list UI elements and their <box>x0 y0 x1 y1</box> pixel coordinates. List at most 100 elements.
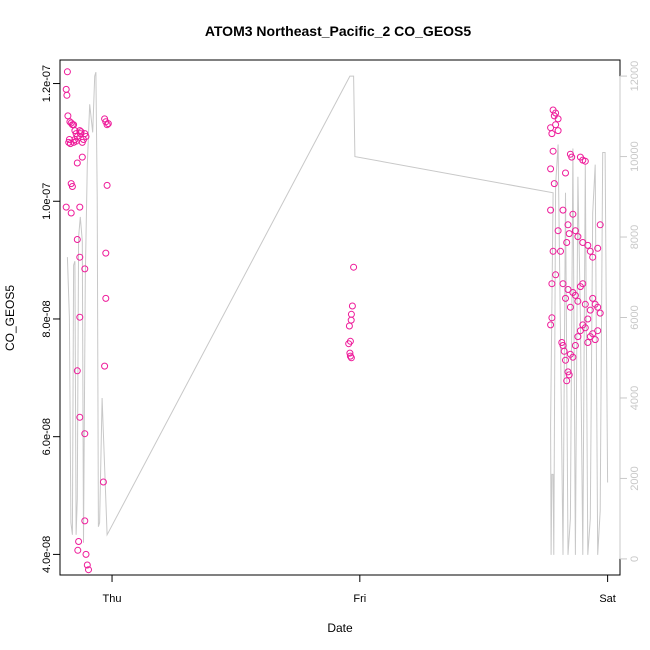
y2-axis-tick-label: 4000 <box>629 386 641 410</box>
x-axis-tick-label: Fri <box>353 593 366 605</box>
data-point <box>591 336 599 344</box>
data-point <box>571 291 579 299</box>
data-point <box>547 206 555 214</box>
data-point <box>554 227 562 235</box>
y-axis-tick-label: 1.2e-07 <box>41 65 53 102</box>
data-point <box>589 294 597 302</box>
data-point <box>102 294 110 302</box>
data-point <box>586 306 594 314</box>
data-point <box>571 227 579 235</box>
y2-axis-tick-label: 8000 <box>629 225 641 249</box>
data-point <box>73 236 81 243</box>
co-point-series <box>62 68 604 574</box>
data-point <box>101 362 109 370</box>
data-point <box>65 138 73 146</box>
data-point <box>103 121 111 129</box>
data-point <box>347 354 355 362</box>
data-point <box>571 342 579 349</box>
data-point <box>346 349 354 357</box>
data-point <box>347 316 355 324</box>
data-point <box>547 165 555 173</box>
data-point <box>586 247 594 255</box>
co-line-path <box>66 71 609 555</box>
data-point <box>81 517 89 525</box>
data-point <box>548 280 556 288</box>
plot-frame <box>59 59 621 576</box>
data-point <box>594 244 602 252</box>
x-axis-tick-label: Sat <box>599 593 616 605</box>
y-axis-tick-label: 4.0e-08 <box>41 536 53 573</box>
data-point <box>560 347 568 355</box>
data-point <box>102 249 110 257</box>
data-point <box>62 85 70 93</box>
data-point <box>574 297 582 305</box>
data-point <box>548 314 556 322</box>
data-point <box>569 353 577 361</box>
co-line-series <box>66 71 609 555</box>
y-axis-tick-label: 1.0e-07 <box>41 183 53 220</box>
y-axis-label: CO_GEOS5 <box>3 285 17 351</box>
data-point <box>550 180 558 188</box>
data-point <box>78 153 86 161</box>
data-point <box>104 120 112 128</box>
data-point <box>554 115 562 123</box>
data-point <box>565 230 573 238</box>
data-point <box>554 127 562 135</box>
data-point <box>348 302 356 310</box>
data-point <box>62 203 70 211</box>
data-point <box>85 566 92 574</box>
data-point <box>565 371 573 379</box>
data-point <box>568 153 576 161</box>
data-point <box>345 322 353 330</box>
data-point <box>589 253 597 261</box>
data-point <box>596 309 604 317</box>
data-point <box>73 159 81 167</box>
data-point <box>557 247 564 255</box>
data-point <box>559 206 567 214</box>
data-point <box>562 356 569 364</box>
data-point <box>566 303 574 311</box>
data-point <box>81 265 89 273</box>
data-point <box>350 263 358 271</box>
data-point <box>594 327 602 335</box>
data-point <box>552 271 560 279</box>
data-point <box>548 130 556 138</box>
data-point <box>581 324 589 332</box>
data-point <box>574 233 582 241</box>
data-point <box>66 140 74 148</box>
y2-axis-tick-label: 10000 <box>629 141 641 172</box>
x-axis-label: Date <box>327 621 353 635</box>
data-point <box>584 339 592 346</box>
chart-title: ATOM3 Northeast_Pacific_2 CO_GEOS5 <box>205 23 472 39</box>
data-point <box>574 333 582 341</box>
data-point <box>99 478 107 486</box>
data-point <box>549 147 557 155</box>
data-point <box>67 209 75 217</box>
data-point <box>589 330 597 338</box>
data-point <box>76 313 84 321</box>
y-axis-tick-label: 6.0e-08 <box>41 418 53 455</box>
data-point <box>74 546 82 554</box>
y2-axis-tick-label: 12000 <box>629 61 641 92</box>
data-point <box>77 128 85 136</box>
data-point <box>347 310 355 318</box>
data-point <box>558 339 566 346</box>
data-point <box>569 210 577 218</box>
data-point <box>594 303 602 311</box>
data-point <box>103 181 111 189</box>
data-point <box>596 221 604 229</box>
data-point <box>563 239 571 246</box>
x-axis-tick-label: Thu <box>103 593 122 605</box>
data-point <box>581 157 589 165</box>
data-point <box>584 315 592 323</box>
data-point <box>76 203 84 211</box>
data-point <box>584 241 592 249</box>
data-point <box>547 321 555 329</box>
data-point <box>549 247 557 255</box>
data-point <box>83 561 91 569</box>
data-point <box>346 352 354 360</box>
y-axis-tick-label: 8.0e-08 <box>41 300 53 337</box>
data-point <box>82 550 90 558</box>
data-point <box>345 340 353 348</box>
